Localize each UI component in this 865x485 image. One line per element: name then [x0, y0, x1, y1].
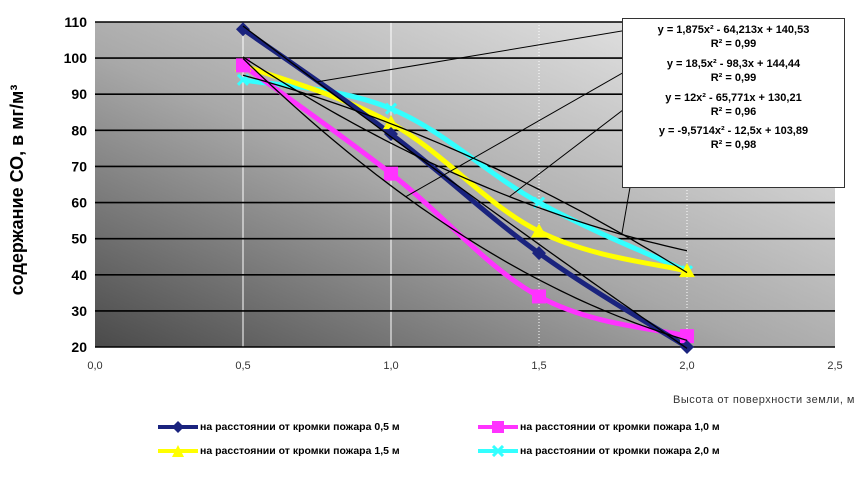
data-point-marker [384, 102, 398, 115]
y-tick-label: 70 [71, 158, 87, 174]
data-point-marker [680, 340, 694, 354]
legend: на расстоянии от кромки пожара 0,5 м на … [150, 416, 770, 464]
y-tick-label: 90 [71, 86, 87, 102]
y-tick-label: 60 [71, 195, 87, 211]
x-tick-label: 0,5 [235, 360, 250, 372]
equation-leader-line [405, 62, 641, 198]
y-tick-label: 80 [71, 122, 87, 138]
data-point-marker [384, 126, 398, 141]
x-tick-label: 2,0 [679, 360, 694, 372]
data-point-marker [532, 196, 546, 209]
x-axis-label: Высота от поверхности земли, м [673, 394, 855, 406]
x-tick-label: 0,0 [87, 360, 102, 372]
equation-leader-line [509, 96, 641, 197]
trend-r2-2: R² = 0,99 [710, 72, 757, 84]
legend-item-series-2: на расстоянии от кромки пожара 1,0 м [478, 418, 720, 436]
trendline-4 [242, 74, 688, 274]
trend-r2-3: R² = 0,96 [710, 106, 757, 118]
legend-item-series-4: на расстоянии от кромки пожара 2,0 м [478, 442, 720, 460]
equation-leader-line [316, 27, 641, 83]
legend-label-series-1: на расстоянии от кромки пожара 0,5 м [200, 421, 400, 433]
legend-item-series-3: на расстоянии от кромки пожара 1,5 м [158, 442, 400, 460]
y-tick-label: 40 [71, 267, 87, 283]
trend-r2-1: R² = 0,99 [710, 38, 757, 50]
series-line-1 [240, 26, 690, 350]
data-point-marker [531, 223, 547, 238]
trendline-2 [242, 57, 688, 342]
trendline-equations-box: y = 1,875x² - 64,213x + 140,53 R² = 0,99… [622, 18, 845, 188]
y-tick-label: 110 [64, 14, 87, 30]
trend-r2-4: R² = 0,98 [710, 139, 757, 151]
y-axis-label: содержание СО, в мг/м³ [7, 84, 27, 296]
trend-equation-1: y = 1,875x² - 64,213x + 140,53 [657, 24, 810, 36]
data-point-marker [532, 289, 546, 304]
y-tick-label: 100 [64, 50, 88, 66]
y-tick-label: 20 [71, 339, 87, 355]
legend-label-series-3: на расстоянии от кромки пожара 1,5 м [200, 445, 400, 457]
x-tick-label: 1,0 [383, 360, 398, 372]
legend-item-series-1: на расстоянии от кромки пожара 0,5 м [158, 418, 400, 436]
trend-equation-4: y = -9,5714x² - 12,5x + 103,89 [658, 125, 809, 137]
diamond-marker-icon [172, 421, 184, 434]
x-marker-icon [492, 445, 504, 458]
trendline-3 [242, 56, 688, 252]
square-marker-icon [492, 421, 504, 434]
data-point-marker [532, 246, 546, 261]
trend-equation-2: y = 18,5x² - 98,3x + 144,44 [666, 58, 801, 70]
series-line-2 [240, 62, 690, 339]
triangle-marker-icon [172, 445, 184, 458]
x-tick-label: 1,5 [531, 360, 546, 372]
x-tick-label: 2,5 [827, 360, 842, 372]
data-point-marker [679, 263, 695, 278]
legend-label-series-2: на расстоянии от кромки пожара 1,0 м [520, 421, 720, 433]
data-point-marker [236, 22, 250, 37]
legend-label-series-4: на расстоянии от кромки пожара 2,0 м [520, 445, 720, 457]
trendline-1 [242, 25, 688, 349]
y-tick-label: 50 [71, 231, 87, 247]
data-point-marker [384, 166, 398, 181]
trend-equation-3: y = 12x² - 65,771x + 130,21 [665, 92, 802, 104]
y-tick-label: 30 [71, 303, 87, 319]
